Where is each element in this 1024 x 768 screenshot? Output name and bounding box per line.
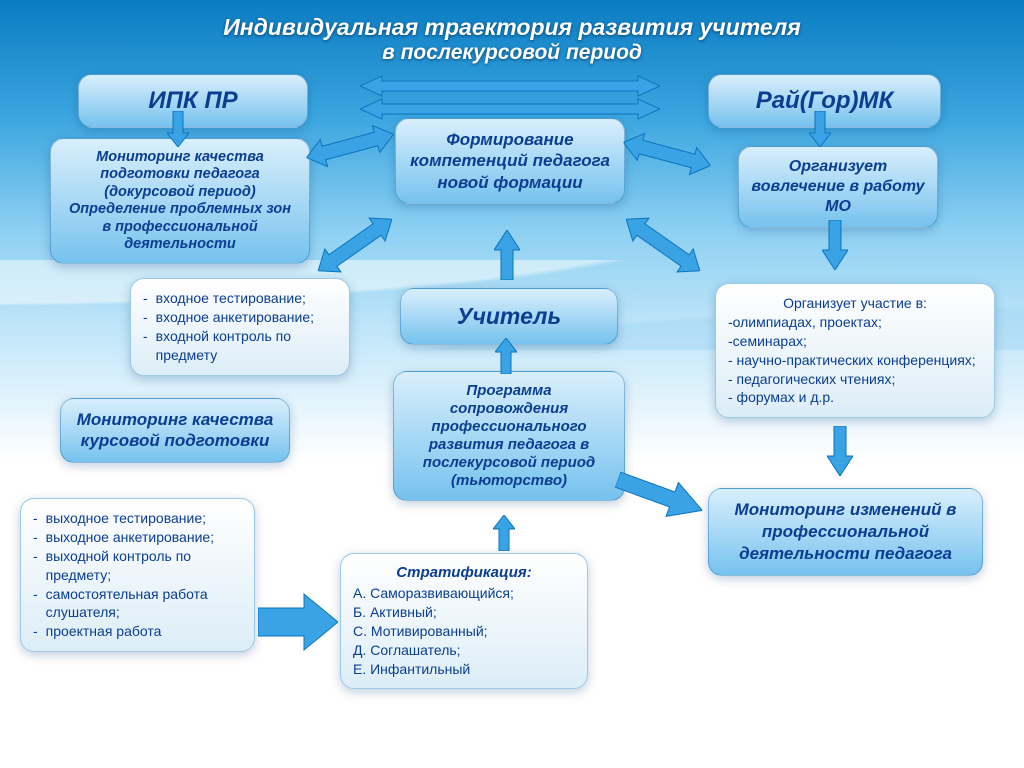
list-item: Е. Инфантильный (353, 660, 575, 679)
title-line-1: Индивидуальная траектория развития учите… (162, 14, 862, 41)
node-monitoring-course-label: Мониторинг качества курсовой подготовки (77, 410, 274, 450)
list-item: выходной контроль по предмету; (33, 547, 242, 585)
double-arrow-icon (360, 98, 660, 120)
double-arrow-icon (307, 203, 404, 287)
list-item: - педагогических чтениях; (728, 370, 982, 389)
title-line-2: в послекурсовой период (162, 41, 862, 65)
node-organize: Организует вовлечение в работу МО (738, 146, 938, 228)
list-item-label: входное анкетирование; (156, 308, 314, 327)
double-arrow-icon (360, 75, 660, 97)
list-item: проектная работа (33, 622, 242, 641)
arrow-up-icon (495, 338, 517, 374)
node-monitoring-change-label: Мониторинг изменений в профессиональной … (735, 500, 957, 563)
double-arrow-icon (615, 203, 712, 287)
list-item: -семинарах; (728, 332, 982, 351)
list-item: Б. Активный; (353, 603, 575, 622)
list-item: А. Саморазвивающийся; (353, 584, 575, 603)
pane-input-list: входное тестирование; входное анкетирова… (130, 278, 350, 376)
pane-output-list: выходное тестирование; выходное анкетиро… (20, 498, 255, 652)
arrow-right-icon (611, 461, 709, 529)
diagram-stage: Индивидуальная траектория развития учите… (0, 0, 1024, 768)
node-organize-label: Организует вовлечение в работу МО (751, 158, 924, 215)
node-ipk: ИПК ПР (78, 74, 308, 128)
part-header: Организует участие в: (728, 294, 982, 313)
list-item: -олимпиадах, проектах; (728, 313, 982, 332)
strat-header: Стратификация: (353, 564, 575, 581)
list-item: выходное тестирование; (33, 509, 242, 528)
list-item-label: входной контроль по предмету (156, 327, 337, 365)
list-item: выходное анкетирование; (33, 528, 242, 547)
node-teacher: Учитель (400, 288, 618, 345)
list-item: - научно-практических конференциях; (728, 351, 982, 370)
list-item-label: выходной контроль по предмету; (46, 547, 242, 585)
list-item: входной контроль по предмету (143, 327, 337, 365)
list-item: Д. Соглашатель; (353, 641, 575, 660)
node-monitoring-pre-label: Мониторинг качества подготовки педагога … (69, 149, 291, 252)
node-teacher-label: Учитель (457, 303, 561, 329)
arrow-down-icon (822, 220, 848, 270)
node-monitoring-pre: Мониторинг качества подготовки педагога … (50, 138, 310, 264)
list-item-label: входное тестирование; (156, 289, 306, 308)
pane-stratification: Стратификация: А. Саморазвивающийся; Б. … (340, 553, 588, 689)
node-ray-label: Рай(Гор)МК (756, 87, 894, 114)
double-arrow-icon (618, 123, 715, 185)
list-item-label: выходное тестирование; (46, 509, 206, 528)
node-program-label: Программа сопровождения профессиональног… (423, 382, 595, 489)
list-item: самостоятельная работа слушателя; (33, 585, 242, 623)
arrow-down-icon (809, 111, 831, 147)
pane-participation: Организует участие в: -олимпиадах, проек… (715, 283, 995, 418)
list-item-label: самостоятельная работа слушателя; (46, 585, 242, 623)
node-monitoring-course: Мониторинг качества курсовой подготовки (60, 398, 290, 463)
arrow-down-icon (827, 426, 853, 476)
list-item: - форумах и д.р. (728, 388, 982, 407)
arrow-right-icon (258, 592, 338, 652)
node-ipk-label: ИПК ПР (148, 87, 237, 114)
node-program: Программа сопровождения профессиональног… (393, 371, 625, 501)
node-formation: Формирование компетенций педагога новой … (395, 118, 625, 204)
list-item: С. Мотивированный; (353, 622, 575, 641)
node-formation-label: Формирование компетенций педагога новой … (410, 130, 610, 192)
list-item: входное тестирование; (143, 289, 337, 308)
list-item-label: выходное анкетирование; (46, 528, 214, 547)
arrow-down-icon (167, 111, 189, 147)
arrow-up-icon (494, 230, 520, 280)
node-monitoring-change: Мониторинг изменений в профессиональной … (708, 488, 983, 576)
list-item-label: проектная работа (46, 622, 162, 641)
arrow-up-icon (493, 515, 515, 551)
diagram-title: Индивидуальная траектория развития учите… (162, 14, 862, 65)
list-item: входное анкетирование; (143, 308, 337, 327)
double-arrow-icon (301, 115, 398, 177)
